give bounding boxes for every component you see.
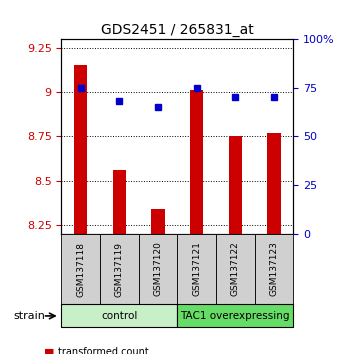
Bar xyxy=(113,170,126,234)
Bar xyxy=(151,209,165,234)
Text: TAC1 overexpressing: TAC1 overexpressing xyxy=(180,311,290,321)
Text: transformed count: transformed count xyxy=(58,347,149,354)
Title: GDS2451 / 265831_at: GDS2451 / 265831_at xyxy=(101,23,254,36)
Bar xyxy=(190,90,204,234)
Text: strain: strain xyxy=(14,311,45,321)
FancyBboxPatch shape xyxy=(61,304,177,327)
Text: GSM137123: GSM137123 xyxy=(269,241,279,297)
Text: control: control xyxy=(101,311,137,321)
FancyBboxPatch shape xyxy=(177,304,293,327)
FancyBboxPatch shape xyxy=(139,234,177,304)
Text: GSM137122: GSM137122 xyxy=(231,242,240,296)
Text: GSM137118: GSM137118 xyxy=(76,241,85,297)
FancyBboxPatch shape xyxy=(216,234,255,304)
Text: GSM137119: GSM137119 xyxy=(115,241,124,297)
Text: ■: ■ xyxy=(44,347,55,354)
FancyBboxPatch shape xyxy=(177,234,216,304)
Bar xyxy=(228,136,242,234)
FancyBboxPatch shape xyxy=(255,234,293,304)
Bar xyxy=(74,65,87,234)
FancyBboxPatch shape xyxy=(100,234,139,304)
Text: GSM137120: GSM137120 xyxy=(153,241,163,297)
Bar xyxy=(267,133,281,234)
FancyBboxPatch shape xyxy=(61,234,100,304)
Text: GSM137121: GSM137121 xyxy=(192,241,201,297)
